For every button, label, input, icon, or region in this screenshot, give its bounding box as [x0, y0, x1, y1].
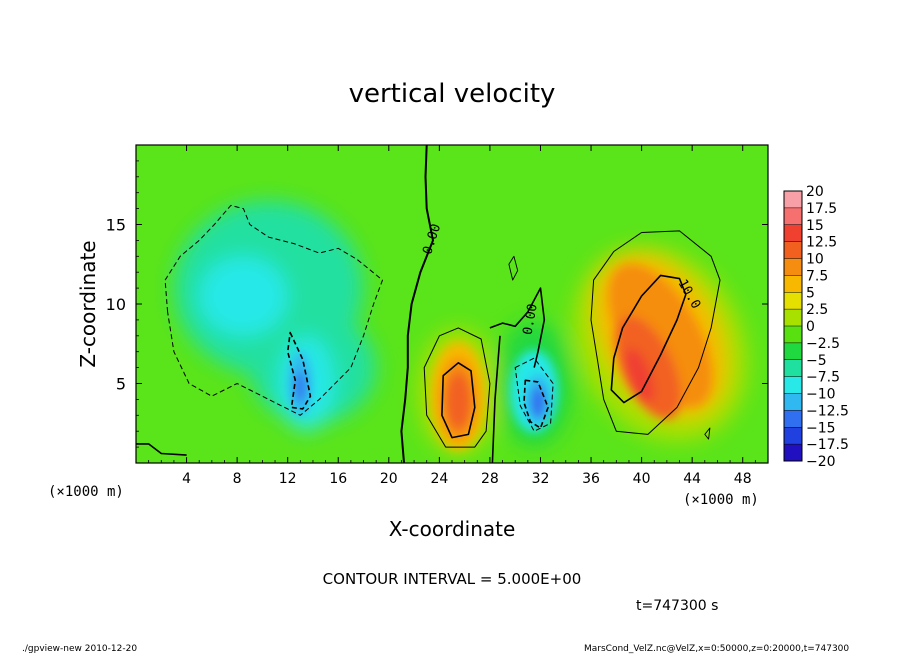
footer-left: ./gpview-new 2010-12-20	[22, 644, 137, 654]
colorbar-label: 17.5	[806, 201, 837, 217]
colorbar-label: 0	[806, 319, 815, 335]
x-unit-left: (×1000 m)	[48, 484, 124, 500]
contour-tiny-blob	[704, 427, 711, 440]
colorbar-cell	[784, 427, 802, 445]
colorbar-cell	[784, 258, 802, 276]
chart-title: vertical velocity	[349, 79, 556, 109]
y-tick-label: 15	[106, 216, 126, 235]
colorbar-cell	[784, 326, 802, 344]
contour-minus5-left	[164, 204, 383, 416]
downdraft-peak-right	[530, 386, 546, 419]
updraft-peak-right	[624, 348, 654, 403]
colorbar-cell	[784, 191, 802, 209]
downdraft-core-upper	[199, 256, 288, 336]
colorbar-label: −20	[806, 454, 836, 470]
contour-minus5-right	[514, 357, 554, 432]
colorbar-label: −15	[806, 420, 836, 436]
colorbar-cell	[784, 241, 802, 259]
colorbar-cell	[784, 393, 802, 411]
zero-contour-bottom-left	[136, 443, 187, 456]
colorbar-cell	[784, 292, 802, 310]
colorbar-label: −2.5	[806, 336, 840, 352]
zero-contour-divider	[491, 335, 501, 463]
x-axis-label: X-coordinate	[389, 517, 516, 541]
contour-minus10-right	[523, 379, 549, 429]
colorbar-cell	[784, 376, 802, 394]
velocity-field	[173, 200, 749, 456]
x-tick-label: 4	[182, 471, 191, 487]
colorbar-label: 7.5	[806, 268, 828, 284]
x-tick-label: 48	[734, 471, 752, 487]
colorbar-label: 20	[806, 184, 824, 200]
colorbar-cell	[784, 275, 802, 293]
colorbar-label: 5	[806, 285, 815, 301]
x-tick-label: 28	[481, 471, 499, 487]
x-tick-label: 40	[633, 471, 651, 487]
contour-small-blob	[508, 255, 519, 281]
x-tick-label: 44	[683, 471, 701, 487]
colorbar-cell	[784, 410, 802, 428]
x-tick-label: 36	[582, 471, 600, 487]
colorbar-cell	[784, 309, 802, 327]
colorbar-label: −17.5	[806, 437, 849, 453]
colorbar: 2017.51512.5107.552.50−2.5−5−7.5−10−12.5…	[783, 184, 849, 470]
x-unit-right: (×1000 m)	[683, 492, 759, 508]
colorbar-cell	[784, 444, 802, 462]
plot-area	[136, 145, 768, 463]
colorbar-label: −12.5	[806, 403, 849, 419]
y-tick-label: 5	[116, 375, 126, 394]
colorbar-cell	[784, 207, 802, 226]
y-axis: 5 10 15	[106, 160, 768, 448]
y-tick-label: 10	[106, 295, 126, 314]
colorbar-label: −7.5	[806, 370, 840, 386]
zero-contour-mid	[489, 287, 546, 368]
x-tick-label: 20	[380, 471, 398, 487]
x-tick-label: 32	[532, 471, 550, 487]
field-core-layer	[288, 264, 713, 451]
contour-5-right	[590, 230, 721, 435]
colorbar-label: 12.5	[806, 235, 837, 251]
colorbar-cell	[784, 224, 802, 243]
colorbar-label: 2.5	[806, 302, 828, 318]
x-tick-label: 24	[430, 471, 448, 487]
colorbar-label: 10	[806, 252, 824, 268]
contour-5-center	[423, 327, 491, 448]
contour-interval: CONTOUR INTERVAL = 5.000E+00	[323, 570, 582, 588]
time-label: t=747300 s	[636, 598, 718, 614]
colorbar-label: 15	[806, 218, 824, 234]
contour-10-right	[610, 274, 687, 404]
contour-lines	[136, 145, 721, 463]
colorbar-label: −10	[806, 387, 836, 403]
contour-label-1: 0.00	[521, 303, 541, 336]
downdraft-peak-left-inner	[295, 370, 306, 403]
x-tick-label: 8	[233, 471, 242, 487]
colorbar-cell	[784, 342, 802, 361]
zero-contour-left	[400, 145, 434, 463]
x-axis: 4 8 12 16 20 24 28 32 36 40 44 48	[148, 145, 756, 487]
colorbar-label: −5	[806, 353, 827, 369]
updraft-mid-right	[608, 264, 713, 408]
colorbar-cell	[784, 359, 802, 378]
contour-10-center	[441, 362, 476, 439]
footer-right: MarsCond_VelZ.nc@VelZ,x=0:50000,z=0:2000…	[584, 644, 849, 654]
x-tick-label: 16	[329, 471, 347, 487]
updraft-core-center	[445, 372, 471, 430]
x-tick-label: 12	[279, 471, 297, 487]
contour-minus10-left	[286, 331, 312, 410]
y-axis-label: Z-coordinate	[76, 240, 100, 367]
